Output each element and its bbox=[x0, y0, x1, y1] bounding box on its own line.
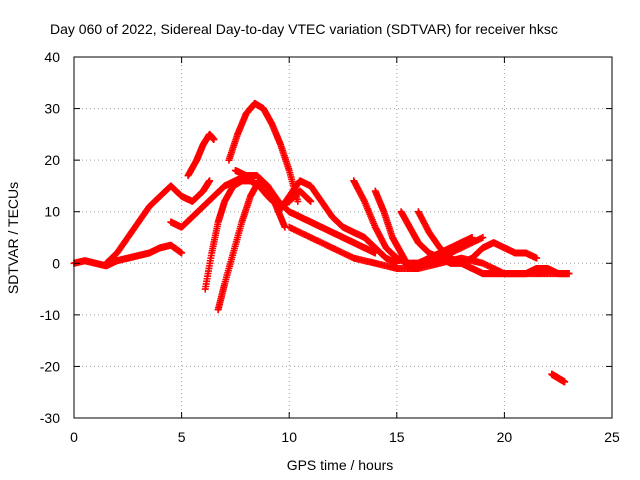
data-point bbox=[210, 136, 218, 144]
plot-frame bbox=[73, 56, 613, 419]
y-tick-label: -20 bbox=[40, 358, 60, 374]
x-tick-label: 15 bbox=[389, 429, 405, 445]
series-sat-b bbox=[102, 177, 214, 267]
series-sat-g bbox=[184, 130, 218, 180]
x-tick-label: 10 bbox=[281, 429, 297, 445]
data-point bbox=[206, 177, 214, 185]
series-sat-n bbox=[414, 208, 573, 278]
data-point bbox=[307, 197, 315, 205]
series-sat-i bbox=[274, 177, 401, 267]
data-point bbox=[533, 254, 541, 262]
y-axis-ticks: -30 -20 -10 0 10 20 30 40 bbox=[40, 49, 612, 426]
x-tick-label: 25 bbox=[604, 429, 620, 445]
data-points bbox=[70, 99, 573, 386]
grid bbox=[74, 57, 612, 418]
y-tick-label: 30 bbox=[44, 101, 60, 117]
data-point bbox=[468, 234, 476, 241]
y-tick-label: -10 bbox=[40, 307, 60, 323]
x-axis-ticks: 0 5 10 15 20 25 bbox=[70, 57, 620, 445]
y-tick-label: 20 bbox=[44, 152, 60, 168]
x-tick-label: 0 bbox=[70, 429, 78, 445]
y-tick-label: 0 bbox=[52, 255, 60, 271]
data-point bbox=[561, 378, 569, 386]
x-tick-label: 5 bbox=[178, 429, 186, 445]
series-sat-o bbox=[548, 370, 569, 386]
y-tick-label: -30 bbox=[40, 410, 60, 426]
data-point bbox=[479, 234, 487, 241]
y-tick-label: 10 bbox=[44, 204, 60, 220]
y-tick-label: 40 bbox=[44, 49, 60, 65]
series-sat-l bbox=[371, 187, 476, 272]
y-axis-label: SDTVAR / TECUs bbox=[5, 182, 21, 294]
x-tick-label: 20 bbox=[497, 429, 513, 445]
x-axis-label: GPS time / hours bbox=[287, 457, 394, 473]
data-point bbox=[178, 249, 186, 257]
series-sat-h bbox=[231, 166, 379, 257]
data-point bbox=[294, 197, 302, 205]
data-point bbox=[565, 270, 573, 278]
series-sat-a bbox=[70, 241, 186, 270]
chart-title: Day 060 of 2022, Sidereal Day-to-day VTE… bbox=[50, 21, 558, 37]
